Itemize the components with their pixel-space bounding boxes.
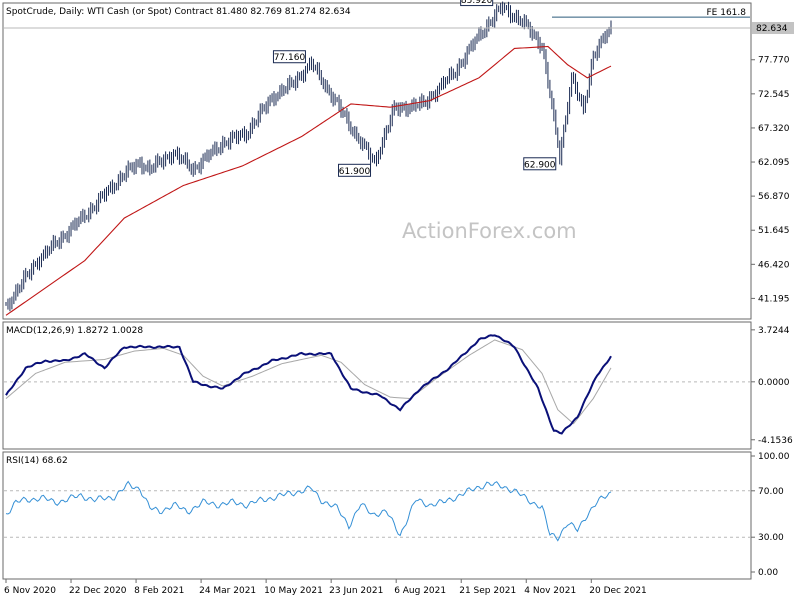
price-y-tick: 77.770 bbox=[758, 56, 790, 66]
x-tick-label: 8 Feb 2021 bbox=[134, 586, 184, 596]
rsi-panel-title: RSI(14) 68.62 bbox=[6, 456, 68, 466]
price-panel bbox=[2, 2, 752, 320]
annotation-box bbox=[272, 50, 306, 64]
price-y-tick: 51.645 bbox=[758, 226, 790, 236]
macd-line bbox=[5, 334, 612, 435]
fe-label: FE 161.8 bbox=[707, 8, 747, 18]
rsi-y-tick: 70.00 bbox=[758, 487, 784, 497]
rsi-y-tick: 30.00 bbox=[758, 533, 784, 543]
x-tick-label: 10 May 2021 bbox=[264, 586, 323, 596]
x-tick-label: 22 Dec 2020 bbox=[69, 586, 127, 596]
x-tick-label: 6 Aug 2021 bbox=[394, 586, 446, 596]
rsi-y-tick: 100.00 bbox=[758, 452, 790, 462]
rsi-line bbox=[5, 480, 612, 542]
annotation-label: 85.920 bbox=[461, 0, 493, 6]
price-y-tick: 67.320 bbox=[758, 124, 790, 134]
macd-panel bbox=[2, 321, 752, 450]
annotation-label: 62.900 bbox=[524, 160, 556, 170]
last-price-marker bbox=[752, 22, 794, 35]
annotation-box bbox=[338, 163, 372, 177]
price-y-tick: 82.634 bbox=[756, 24, 788, 34]
annotation-box bbox=[460, 0, 494, 7]
macd-y-tick: 0.0000 bbox=[758, 378, 790, 388]
price-y-tick: 62.095 bbox=[758, 158, 790, 168]
x-tick-label: 21 Sep 2021 bbox=[459, 586, 516, 596]
watermark: ActionForex.com bbox=[402, 219, 577, 243]
price-y-tick: 56.870 bbox=[758, 192, 790, 202]
macd-panel-title: MACD(12,26,9) 1.8272 1.0028 bbox=[6, 326, 143, 336]
moving-average-line bbox=[5, 45, 612, 316]
macd-y-tick: -4.1536 bbox=[758, 436, 793, 446]
x-tick-label: 4 Nov 2021 bbox=[524, 586, 576, 596]
x-tick-label: 6 Nov 2020 bbox=[4, 586, 56, 596]
price-y-tick: 46.420 bbox=[758, 260, 790, 270]
annotation-label: 77.160 bbox=[274, 53, 306, 63]
macd-y-tick: 3.7244 bbox=[758, 326, 790, 336]
x-tick-label: 23 Jun 2021 bbox=[329, 586, 383, 596]
annotation-box bbox=[523, 157, 557, 171]
x-tick-label: 20 Dec 2021 bbox=[589, 586, 647, 596]
price-y-tick: 41.195 bbox=[758, 294, 790, 304]
price-y-tick: 72.545 bbox=[758, 90, 790, 100]
macd-signal-line bbox=[5, 339, 612, 425]
rsi-y-tick: 0.00 bbox=[758, 568, 778, 578]
x-tick-label: 24 Mar 2021 bbox=[199, 586, 256, 596]
annotation-label: 61.900 bbox=[339, 167, 371, 177]
price-panel-title: SpotCrude, Daily: WTI Cash (or Spot) Con… bbox=[6, 7, 351, 17]
